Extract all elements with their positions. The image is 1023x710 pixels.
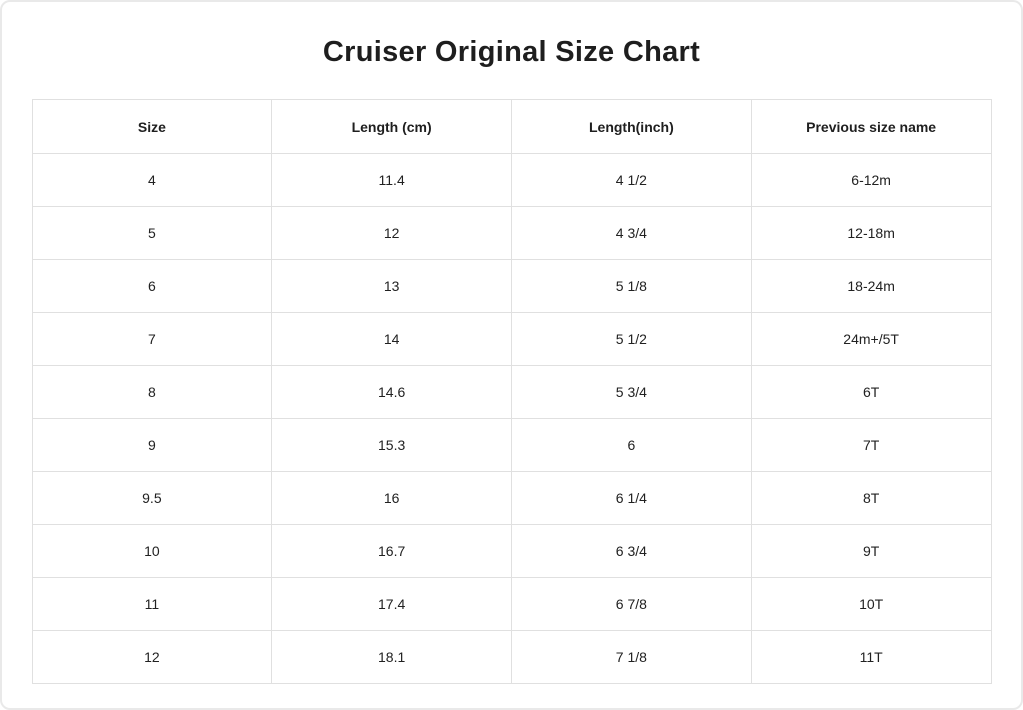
table-cell: 4 3/4 (511, 206, 752, 260)
table-row: 7 14 5 1/2 24m+/5T (31, 312, 992, 366)
table-cell: 6-12m (750, 153, 992, 207)
table-cell: 18-24m (750, 259, 992, 313)
table-cell: 6T (750, 365, 992, 419)
table-cell: 7 1/8 (511, 630, 752, 684)
table-cell: 11 (31, 577, 273, 631)
table-row: 4 11.4 4 1/2 6-12m (31, 153, 992, 207)
column-header-previous-size-name: Previous size name (750, 99, 992, 154)
table-cell: 9T (750, 524, 992, 578)
table-row: 5 12 4 3/4 12-18m (31, 206, 992, 260)
table-cell: 8T (750, 471, 992, 525)
header-row: Size Length (cm) Length(inch) Previous s… (31, 99, 992, 154)
table-cell: 24m+/5T (750, 312, 992, 366)
column-header-length-cm: Length (cm) (271, 99, 512, 154)
table-cell: 4 (31, 153, 273, 207)
table-cell: 4 1/2 (511, 153, 752, 207)
table-cell: 12 (31, 630, 273, 684)
table-cell: 14.6 (271, 365, 512, 419)
table-cell: 6 (31, 259, 273, 313)
table-cell: 16.7 (271, 524, 512, 578)
table-cell: 8 (31, 365, 273, 419)
table-cell: 7T (750, 418, 992, 472)
table-cell: 17.4 (271, 577, 512, 631)
table-cell: 7 (31, 312, 273, 366)
table-row: 6 13 5 1/8 18-24m (31, 259, 992, 313)
table-row: 10 16.7 6 3/4 9T (31, 524, 992, 578)
table-cell: 10T (750, 577, 992, 631)
table-cell: 14 (271, 312, 512, 366)
table-cell: 6 3/4 (511, 524, 752, 578)
size-chart-table: Size Length (cm) Length(inch) Previous s… (31, 99, 992, 684)
table-cell: 5 1/8 (511, 259, 752, 313)
table-cell: 10 (31, 524, 273, 578)
table-cell: 11T (750, 630, 992, 684)
table-cell: 12-18m (750, 206, 992, 260)
table-row: 11 17.4 6 7/8 10T (31, 577, 992, 631)
table-cell: 5 1/2 (511, 312, 752, 366)
table-cell: 6 1/4 (511, 471, 752, 525)
table-row: 12 18.1 7 1/8 11T (31, 630, 992, 684)
table-cell: 6 7/8 (511, 577, 752, 631)
table-cell: 9 (31, 418, 273, 472)
table-cell: 13 (271, 259, 512, 313)
table-row: 9.5 16 6 1/4 8T (31, 471, 992, 525)
table-cell: 5 3/4 (511, 365, 752, 419)
column-header-size: Size (31, 99, 273, 154)
table-row: 9 15.3 6 7T (31, 418, 992, 472)
table-body: 4 11.4 4 1/2 6-12m 5 12 4 3/4 12-18m 6 13 5 1/8 18-… (31, 153, 992, 684)
table-cell: 18.1 (271, 630, 512, 684)
table-cell: 5 (31, 206, 273, 260)
column-header-length-inch: Length(inch) (511, 99, 752, 154)
table-cell: 15.3 (271, 418, 512, 472)
page-title: Cruiser Original Size Chart (322, 36, 701, 68)
table-cell: 9.5 (31, 471, 273, 525)
table-cell: 12 (271, 206, 512, 260)
table-cell: 16 (271, 471, 512, 525)
table-cell: 6 (511, 418, 752, 472)
table-cell: 11.4 (271, 153, 512, 207)
table-row: 8 14.6 5 3/4 6T (31, 365, 992, 419)
